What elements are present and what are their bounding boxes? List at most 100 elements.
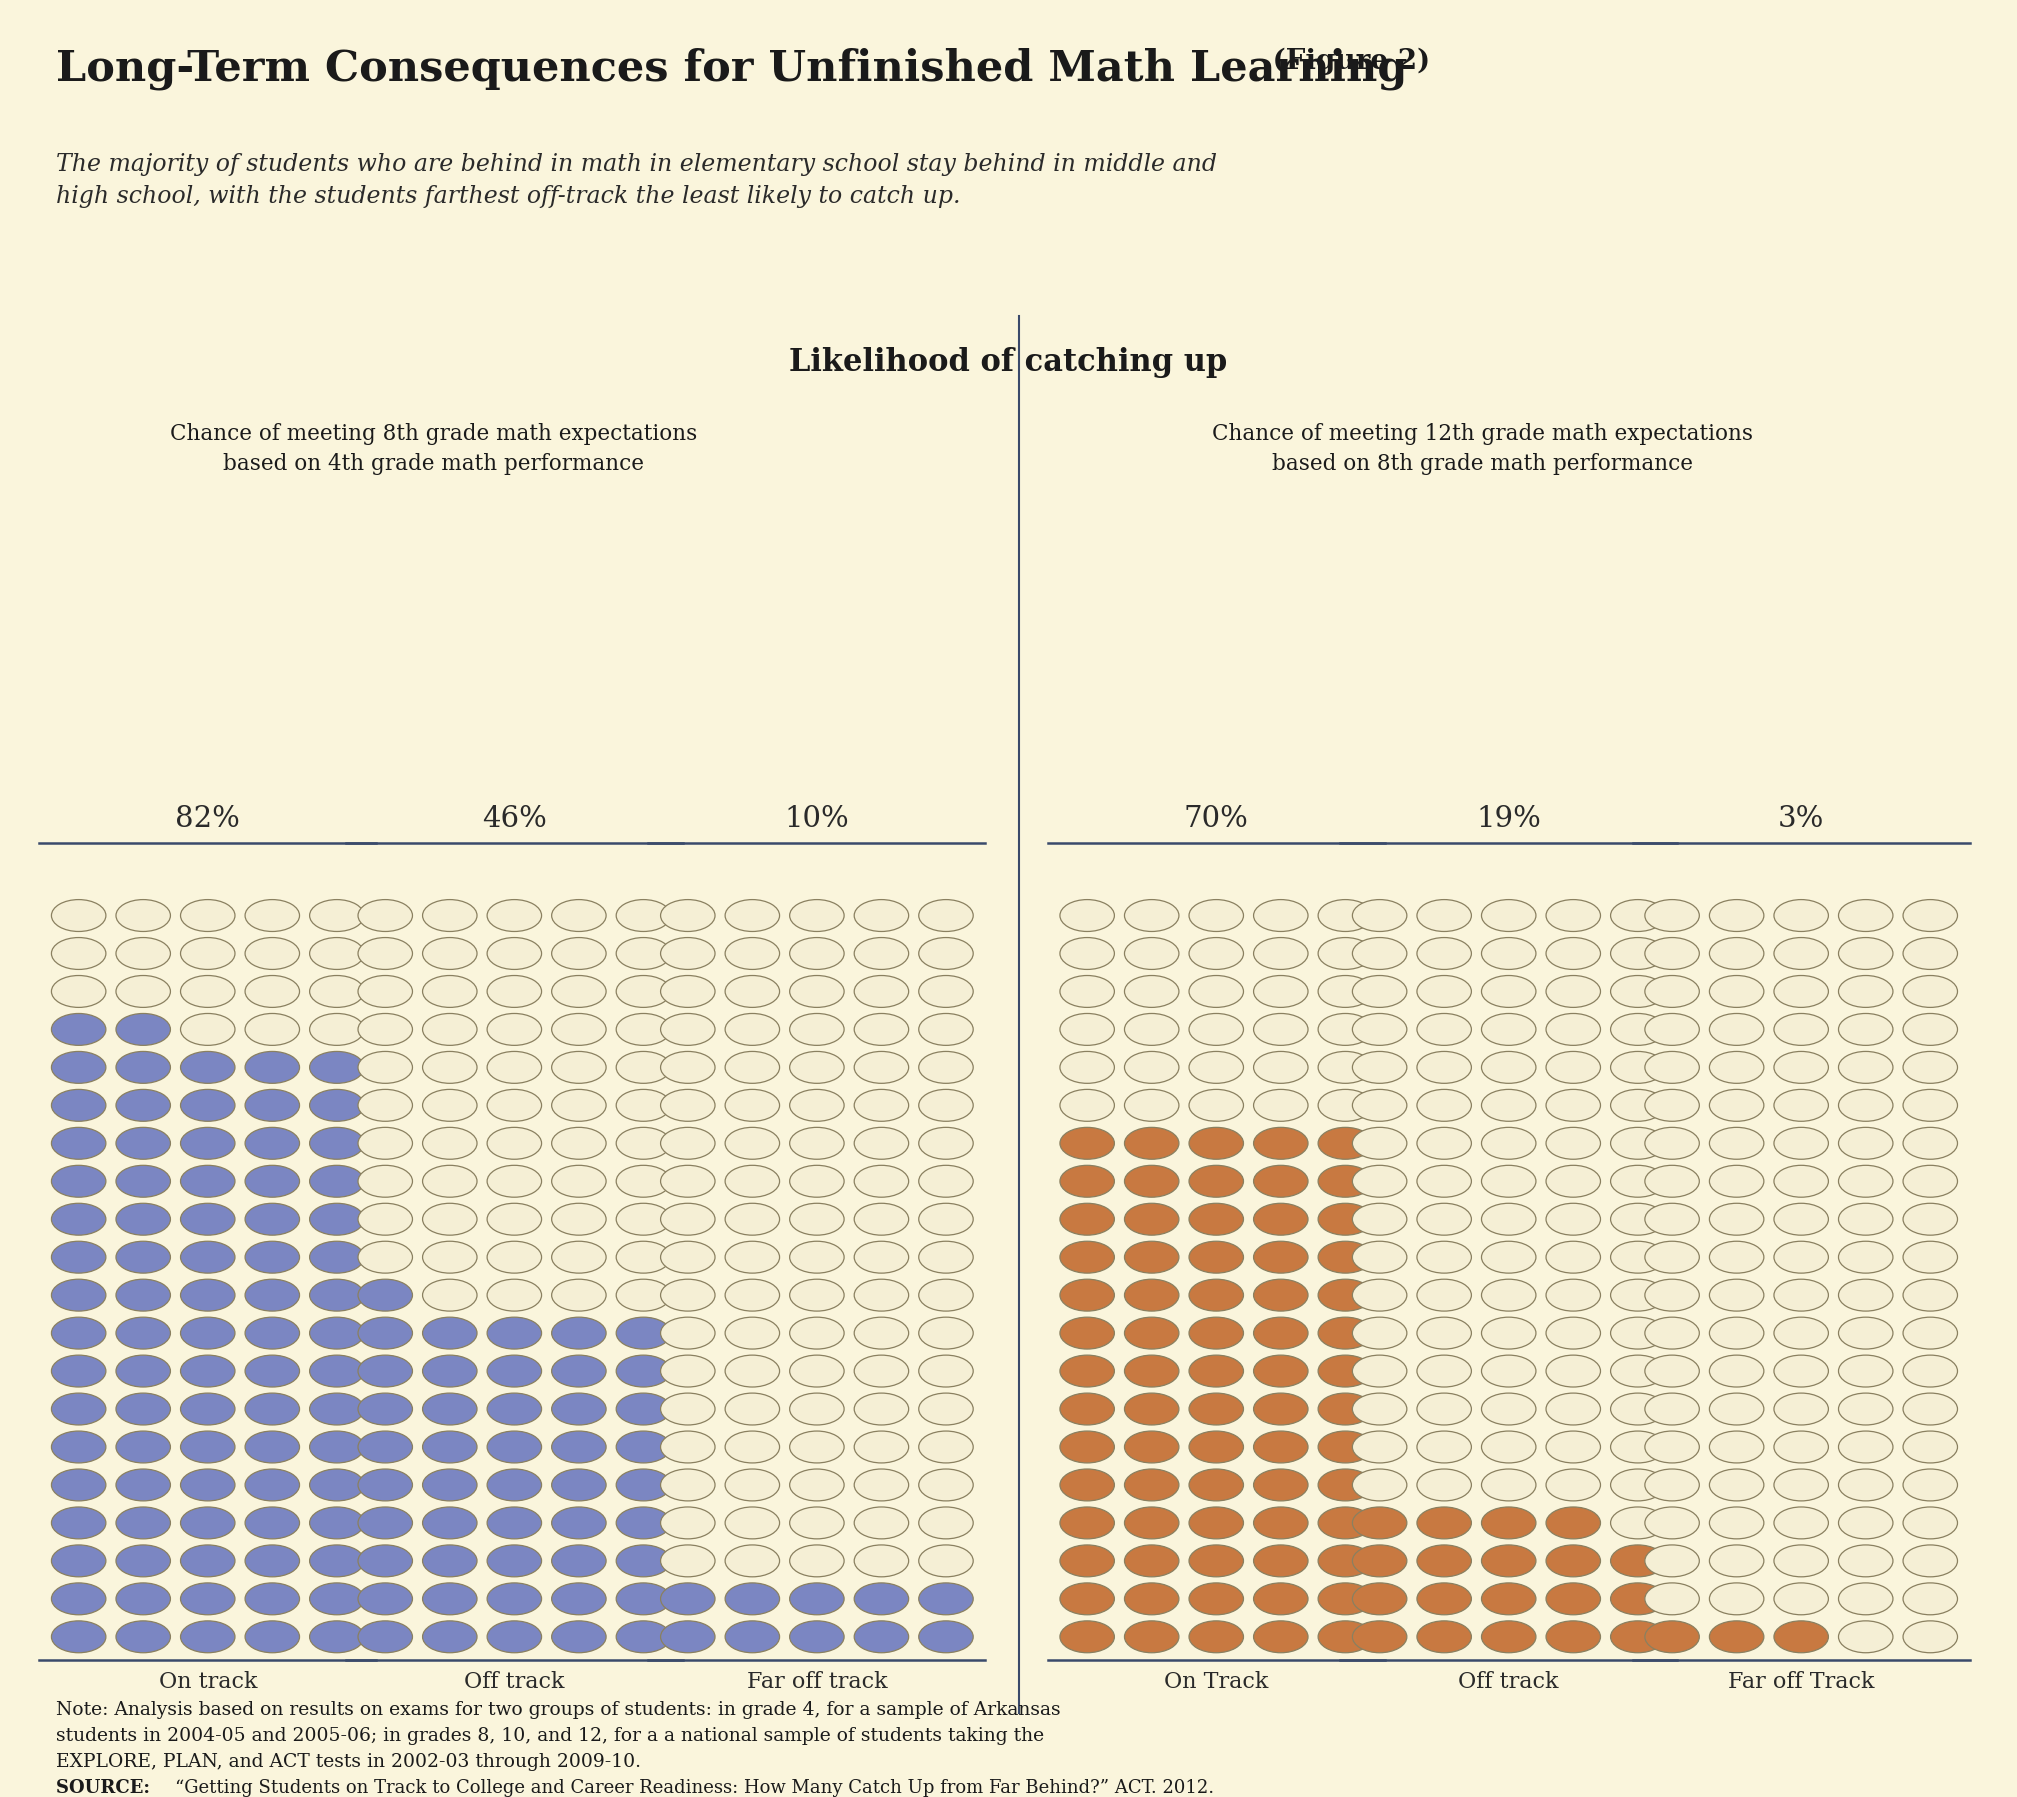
Ellipse shape: [791, 1393, 845, 1425]
Ellipse shape: [311, 1164, 363, 1197]
Ellipse shape: [617, 1317, 672, 1350]
Ellipse shape: [553, 1583, 607, 1616]
Ellipse shape: [50, 1545, 105, 1576]
Ellipse shape: [1125, 1621, 1178, 1653]
Ellipse shape: [553, 1355, 607, 1387]
Ellipse shape: [1125, 1468, 1178, 1500]
Ellipse shape: [1190, 1204, 1242, 1235]
Ellipse shape: [115, 1279, 169, 1312]
Ellipse shape: [617, 1583, 672, 1616]
Ellipse shape: [791, 1242, 845, 1272]
Ellipse shape: [1904, 1317, 1956, 1350]
Ellipse shape: [1319, 1164, 1372, 1197]
Ellipse shape: [1416, 1393, 1470, 1425]
Ellipse shape: [246, 1430, 301, 1463]
Ellipse shape: [1904, 1242, 1956, 1272]
Ellipse shape: [920, 1164, 974, 1197]
Ellipse shape: [1775, 976, 1827, 1008]
Ellipse shape: [1710, 938, 1763, 969]
Ellipse shape: [424, 1621, 478, 1653]
Ellipse shape: [920, 1127, 974, 1159]
Ellipse shape: [115, 1242, 169, 1272]
Ellipse shape: [182, 1014, 234, 1046]
Ellipse shape: [1775, 1430, 1827, 1463]
Ellipse shape: [920, 1279, 974, 1312]
Ellipse shape: [1775, 1127, 1827, 1159]
Ellipse shape: [1480, 1583, 1537, 1616]
Ellipse shape: [1840, 1355, 1892, 1387]
Ellipse shape: [1775, 1317, 1827, 1350]
Ellipse shape: [1416, 1204, 1470, 1235]
Ellipse shape: [920, 1355, 974, 1387]
Ellipse shape: [1253, 938, 1307, 969]
Ellipse shape: [617, 900, 672, 931]
Ellipse shape: [662, 1242, 716, 1272]
Ellipse shape: [1775, 1242, 1827, 1272]
Ellipse shape: [1190, 1393, 1242, 1425]
Ellipse shape: [115, 1621, 169, 1653]
Ellipse shape: [726, 976, 781, 1008]
Ellipse shape: [1646, 1508, 1698, 1538]
Ellipse shape: [1610, 1393, 1664, 1425]
Ellipse shape: [1190, 1279, 1242, 1312]
Ellipse shape: [1416, 1317, 1470, 1350]
Ellipse shape: [1351, 1204, 1406, 1235]
Ellipse shape: [726, 1242, 781, 1272]
Ellipse shape: [1840, 1051, 1892, 1084]
Ellipse shape: [246, 1242, 301, 1272]
Ellipse shape: [1416, 1242, 1470, 1272]
Ellipse shape: [1904, 938, 1956, 969]
Ellipse shape: [115, 976, 169, 1008]
Ellipse shape: [791, 1430, 845, 1463]
Ellipse shape: [1710, 1355, 1763, 1387]
Ellipse shape: [424, 1164, 478, 1197]
Ellipse shape: [553, 1279, 607, 1312]
Ellipse shape: [1904, 1089, 1956, 1121]
Ellipse shape: [115, 1317, 169, 1350]
Ellipse shape: [424, 1014, 478, 1046]
Ellipse shape: [726, 900, 781, 931]
Ellipse shape: [1416, 1355, 1470, 1387]
Ellipse shape: [553, 1242, 607, 1272]
Ellipse shape: [1253, 1204, 1307, 1235]
Ellipse shape: [855, 976, 910, 1008]
Ellipse shape: [553, 1164, 607, 1197]
Ellipse shape: [115, 1127, 169, 1159]
Ellipse shape: [1319, 1393, 1372, 1425]
Ellipse shape: [1840, 1430, 1892, 1463]
Ellipse shape: [1351, 1317, 1406, 1350]
Ellipse shape: [1610, 1545, 1664, 1576]
Ellipse shape: [553, 1468, 607, 1500]
Ellipse shape: [553, 938, 607, 969]
Ellipse shape: [246, 1583, 301, 1616]
Ellipse shape: [1710, 1164, 1763, 1197]
Ellipse shape: [855, 1164, 910, 1197]
Ellipse shape: [1545, 1355, 1599, 1387]
Ellipse shape: [115, 1545, 169, 1576]
Ellipse shape: [1190, 1014, 1242, 1046]
Ellipse shape: [1646, 1242, 1698, 1272]
Ellipse shape: [50, 1393, 105, 1425]
Ellipse shape: [182, 1545, 234, 1576]
Text: 3%: 3%: [1779, 805, 1823, 832]
Ellipse shape: [617, 1051, 672, 1084]
Ellipse shape: [662, 1051, 716, 1084]
Ellipse shape: [1710, 1051, 1763, 1084]
Ellipse shape: [1253, 1508, 1307, 1538]
Ellipse shape: [182, 1242, 234, 1272]
Ellipse shape: [1610, 1127, 1664, 1159]
Ellipse shape: [311, 938, 363, 969]
Ellipse shape: [1319, 1621, 1372, 1653]
Ellipse shape: [726, 1393, 781, 1425]
Ellipse shape: [1840, 1014, 1892, 1046]
Text: 19%: 19%: [1476, 805, 1541, 832]
Ellipse shape: [791, 1051, 845, 1084]
Ellipse shape: [1319, 1583, 1372, 1616]
Ellipse shape: [1710, 1204, 1763, 1235]
Ellipse shape: [488, 1164, 541, 1197]
Ellipse shape: [920, 1089, 974, 1121]
Ellipse shape: [855, 1393, 910, 1425]
Ellipse shape: [662, 1545, 716, 1576]
Ellipse shape: [182, 1164, 234, 1197]
Ellipse shape: [1646, 1127, 1698, 1159]
